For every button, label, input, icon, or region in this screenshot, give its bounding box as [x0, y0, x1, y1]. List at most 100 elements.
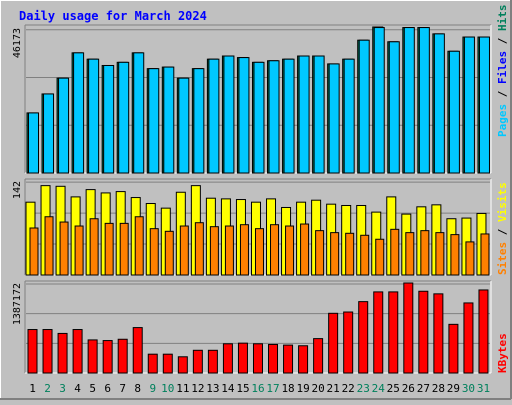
kbytes-bar: [388, 291, 399, 374]
day-label: 25: [387, 382, 400, 395]
kbytes-bar: [117, 338, 128, 374]
sites-bar: [194, 222, 204, 276]
files-bar: [328, 63, 340, 174]
panel-2-ymax-label: 142: [12, 181, 23, 199]
sites-bar: [465, 241, 475, 276]
sites-bar: [300, 223, 310, 276]
sites-bar: [29, 227, 39, 276]
sites-bar: [360, 234, 370, 276]
day-label: 30: [462, 382, 475, 395]
files-bar: [358, 39, 370, 174]
sites-bar: [420, 230, 430, 276]
files-bar: [478, 36, 490, 174]
day-label: 16: [251, 382, 264, 395]
kbytes-bar: [72, 329, 83, 374]
files-bar: [298, 55, 310, 174]
sites-bar: [164, 230, 174, 276]
sites-bar: [254, 228, 264, 276]
sites-bar: [74, 225, 84, 276]
sites-bar: [450, 234, 460, 276]
kbytes-bar: [27, 329, 38, 374]
files-bar: [223, 55, 235, 174]
kbytes-bar: [343, 311, 354, 374]
sites-bar: [179, 225, 189, 276]
sites-bar: [405, 232, 415, 276]
files-bar: [343, 58, 355, 174]
day-label: 22: [342, 382, 355, 395]
day-label: 2: [44, 382, 51, 395]
files-bar: [178, 77, 190, 174]
day-axis-labels: 1 2 3 4 5 6 7 8 9 10 11 12 13 14 15 16 17 18 19 20 21 22 23 24 2…: [29, 382, 490, 395]
files-bar: [283, 58, 295, 174]
sites-bar: [89, 218, 99, 276]
series-label-pages: Pages: [496, 104, 509, 137]
day-label: 23: [357, 382, 370, 395]
kbytes-bar: [418, 290, 429, 374]
kbytes-bar: [207, 349, 218, 374]
files-bar: [193, 68, 205, 174]
series-label-sites: Sites: [496, 242, 509, 275]
files-bar: [43, 93, 55, 174]
hits-files-pages-panel: [24, 24, 492, 174]
files-bar: [313, 55, 325, 174]
files-bar: [403, 27, 415, 174]
files-bar: [133, 52, 145, 174]
files-bar: [148, 68, 160, 174]
day-label: 3: [59, 382, 66, 395]
panel-1-ymax-label: 46173: [12, 28, 23, 58]
files-bar: [163, 66, 175, 174]
series-label-visits: Visits: [496, 182, 509, 222]
files-bar: [418, 27, 430, 174]
day-label: 11: [176, 382, 189, 395]
kbytes-bar: [358, 301, 369, 374]
day-label: 8: [134, 382, 141, 395]
day-label: 18: [281, 382, 294, 395]
kbytes-bar: [328, 312, 339, 374]
sites-bar: [209, 226, 219, 276]
kbytes-bar: [132, 327, 143, 374]
day-label: 15: [236, 382, 249, 395]
files-bar: [88, 58, 100, 174]
series-label-separator: /: [496, 84, 509, 104]
sites-bar: [59, 221, 69, 276]
files-bar: [208, 58, 220, 174]
files-bar: [103, 64, 115, 174]
files-bar: [448, 50, 460, 174]
sites-bar: [375, 238, 385, 276]
files-bar: [373, 27, 385, 174]
sites-bar: [239, 224, 249, 276]
kbytes-bar: [403, 282, 414, 374]
day-label: 29: [447, 382, 460, 395]
series-label-files: Files: [496, 51, 509, 84]
files-bar: [268, 60, 280, 174]
day-label: 21: [327, 382, 340, 395]
sites-bar: [224, 225, 234, 276]
day-label: 17: [266, 382, 279, 395]
series-label-hits: Hits: [496, 5, 509, 32]
files-bar: [28, 112, 39, 174]
sites-bar: [270, 224, 280, 276]
panel-2-series-label: Sites / Visits: [496, 182, 509, 275]
kbytes-bar: [57, 332, 68, 374]
day-label: 1: [29, 382, 36, 395]
day-label: 26: [402, 382, 415, 395]
day-label: 5: [89, 382, 96, 395]
kbytes-bar: [192, 349, 203, 374]
day-label: 20: [312, 382, 325, 395]
panel-1-series-label: Pages / Files / Hits: [496, 5, 509, 138]
sites-bar: [345, 232, 355, 276]
day-label: 31: [477, 382, 490, 395]
kbytes-bar: [42, 329, 53, 374]
kbytes-bar: [478, 289, 489, 374]
files-bar: [118, 61, 130, 174]
kbytes-bar: [283, 344, 294, 374]
sites-bar: [480, 233, 490, 276]
kbytes-bar: [268, 343, 279, 374]
day-label: 9: [149, 382, 156, 395]
series-label-separator: /: [496, 31, 509, 51]
sites-bar: [390, 228, 400, 276]
sites-bar: [435, 232, 445, 276]
series-label-kbytes: KBytes: [496, 333, 509, 373]
